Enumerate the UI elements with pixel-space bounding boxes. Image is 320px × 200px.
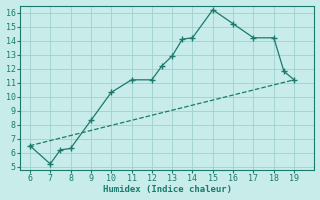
X-axis label: Humidex (Indice chaleur): Humidex (Indice chaleur) bbox=[103, 185, 232, 194]
